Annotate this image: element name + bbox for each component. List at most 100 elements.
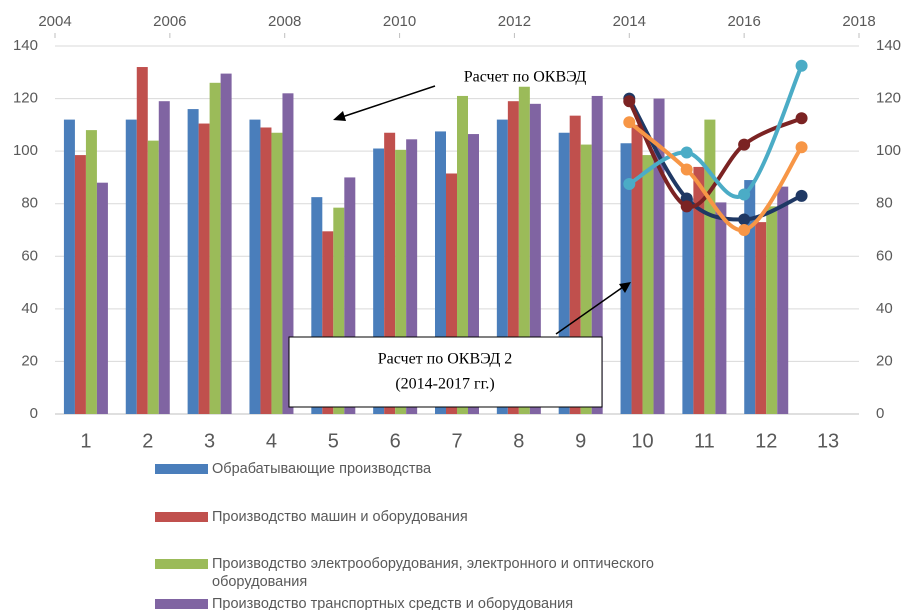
bar [125, 119, 137, 414]
line [628, 64, 804, 199]
bar [715, 202, 727, 414]
y2-tick-label: 20 [876, 352, 893, 369]
y2-tick-label: 80 [876, 195, 893, 212]
line-point [738, 138, 751, 151]
legend-label: Производство электрооборудования, электр… [212, 556, 654, 590]
line-point [738, 224, 751, 236]
bar [198, 123, 210, 415]
bar [187, 109, 199, 414]
x-tick-label: 3 [204, 430, 215, 452]
bar [766, 206, 778, 414]
x2-tick-label: 2014 [613, 13, 646, 30]
line-point [795, 112, 808, 125]
annotation: Расчет по ОКВЭД [464, 69, 587, 86]
y-tick-label: 0 [30, 405, 38, 422]
x-tick-label: 12 [755, 430, 777, 452]
bar [74, 155, 86, 415]
bar [384, 132, 396, 414]
y-tick-label: 40 [21, 300, 38, 317]
y2-tick-label: 0 [876, 405, 884, 422]
bar [529, 103, 541, 414]
line-point [795, 59, 808, 72]
bar [96, 182, 108, 414]
bar [344, 177, 356, 414]
bar [591, 95, 603, 414]
annotation-box [288, 336, 603, 408]
line [628, 120, 804, 233]
bar [631, 124, 643, 414]
bar [693, 166, 705, 414]
line-point [623, 116, 636, 129]
x2-tick-label: 2004 [38, 13, 71, 30]
bar [311, 197, 323, 414]
bar [704, 119, 716, 414]
legend-swatch [155, 512, 208, 522]
bar [435, 131, 446, 414]
bar [373, 148, 385, 414]
x2-tick-label: 2012 [498, 13, 531, 30]
x2-tick-label: 2008 [268, 13, 301, 30]
line-point [680, 146, 693, 159]
bar [507, 101, 519, 414]
y-tick-label: 140 [13, 37, 38, 54]
x2-tick-label: 2010 [383, 13, 416, 30]
bar [136, 67, 148, 415]
line-point [738, 213, 751, 226]
x-tick-label: 13 [817, 430, 839, 452]
legend-swatch [155, 559, 208, 569]
bar [642, 155, 654, 415]
bar [406, 139, 418, 415]
x-tick-label: 5 [328, 430, 339, 452]
legend-entry: Производство электрооборудования, электр… [155, 555, 755, 591]
bar [271, 132, 283, 414]
line-point [623, 95, 636, 108]
line-point [738, 188, 751, 201]
x-tick-label: 11 [694, 430, 715, 452]
bar [260, 127, 272, 414]
y-tick-label: 120 [13, 90, 38, 107]
bar [518, 86, 530, 414]
bar [777, 186, 789, 414]
bar [457, 95, 468, 414]
legend-swatch [155, 464, 208, 474]
line-point [623, 178, 636, 190]
y-tick-label: 80 [21, 195, 38, 212]
y-tick-label: 60 [21, 247, 38, 264]
bar [569, 115, 581, 415]
y2-tick-label: 120 [876, 90, 901, 107]
line-point [795, 141, 808, 154]
legend-swatch [155, 599, 208, 609]
bar [558, 132, 570, 414]
x-tick-label: 10 [631, 430, 653, 452]
bar [220, 73, 232, 414]
x-tick-label: 1 [80, 430, 91, 452]
x-tick-label: 8 [513, 430, 524, 452]
bar [158, 101, 170, 414]
legend-entry: Обрабатывающие производства [155, 460, 755, 478]
bar [209, 82, 221, 415]
arrow [341, 85, 436, 118]
bar [85, 130, 97, 414]
bar [682, 198, 694, 414]
arrow [555, 286, 624, 335]
x2-tick-label: 2018 [842, 13, 875, 30]
x-tick-label: 9 [575, 430, 586, 452]
y2-tick-label: 100 [876, 142, 901, 159]
bar [755, 222, 767, 414]
legend-label: Производство машин и оборудования [212, 509, 468, 525]
y2-tick-label: 140 [876, 37, 901, 54]
line-point [795, 189, 808, 202]
legend-entry: Производство машин и оборудования [155, 508, 755, 526]
y2-tick-label: 40 [876, 300, 893, 317]
bar [63, 119, 75, 414]
bar [249, 119, 261, 414]
bar [496, 119, 508, 414]
legend-label: Обрабатывающие производства [212, 461, 432, 477]
bar [395, 149, 407, 415]
x2-tick-label: 2016 [727, 13, 760, 30]
legend-entry: Производство транспортных средств и обор… [155, 595, 755, 610]
arrow-head [619, 282, 631, 293]
line-point [680, 200, 693, 213]
